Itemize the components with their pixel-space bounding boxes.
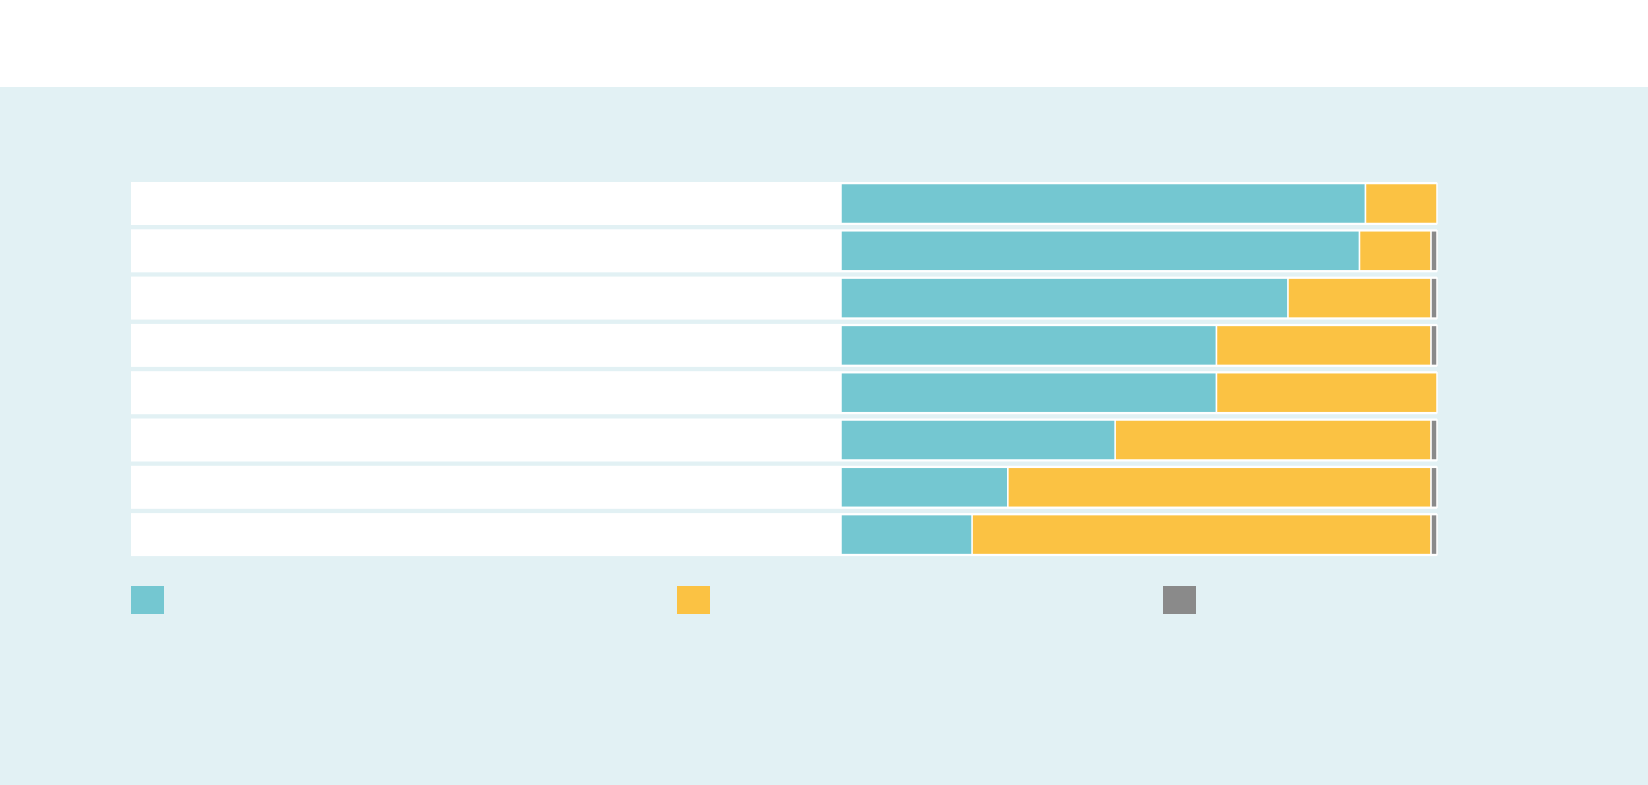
bar-segment bbox=[1358, 230, 1432, 272]
bar-segment bbox=[1007, 466, 1432, 509]
bar-segment bbox=[840, 419, 1116, 461]
bar-segment bbox=[840, 182, 1367, 225]
bar-segment bbox=[840, 466, 1009, 509]
legend-swatch bbox=[677, 586, 710, 614]
bar-segment bbox=[1215, 324, 1432, 367]
bar-segment bbox=[840, 513, 973, 556]
bar-segment bbox=[840, 277, 1289, 319]
bar-segment bbox=[1215, 371, 1438, 414]
legend-swatch bbox=[131, 586, 164, 614]
bar-segment bbox=[1430, 324, 1438, 367]
legend-swatch bbox=[1163, 586, 1196, 614]
bar-segment bbox=[1430, 230, 1438, 272]
bar-segment bbox=[840, 371, 1218, 414]
bar-segment bbox=[1430, 277, 1438, 319]
bar-segment bbox=[1114, 419, 1432, 461]
bar-segment bbox=[840, 324, 1218, 367]
bar-segment bbox=[1364, 182, 1438, 225]
bar-segment bbox=[971, 513, 1432, 556]
bar-segment bbox=[1430, 419, 1438, 461]
bar-segment bbox=[1430, 466, 1438, 509]
bar-segment bbox=[1430, 513, 1438, 556]
bar-segment bbox=[1287, 277, 1432, 319]
bar-segment bbox=[840, 230, 1361, 272]
